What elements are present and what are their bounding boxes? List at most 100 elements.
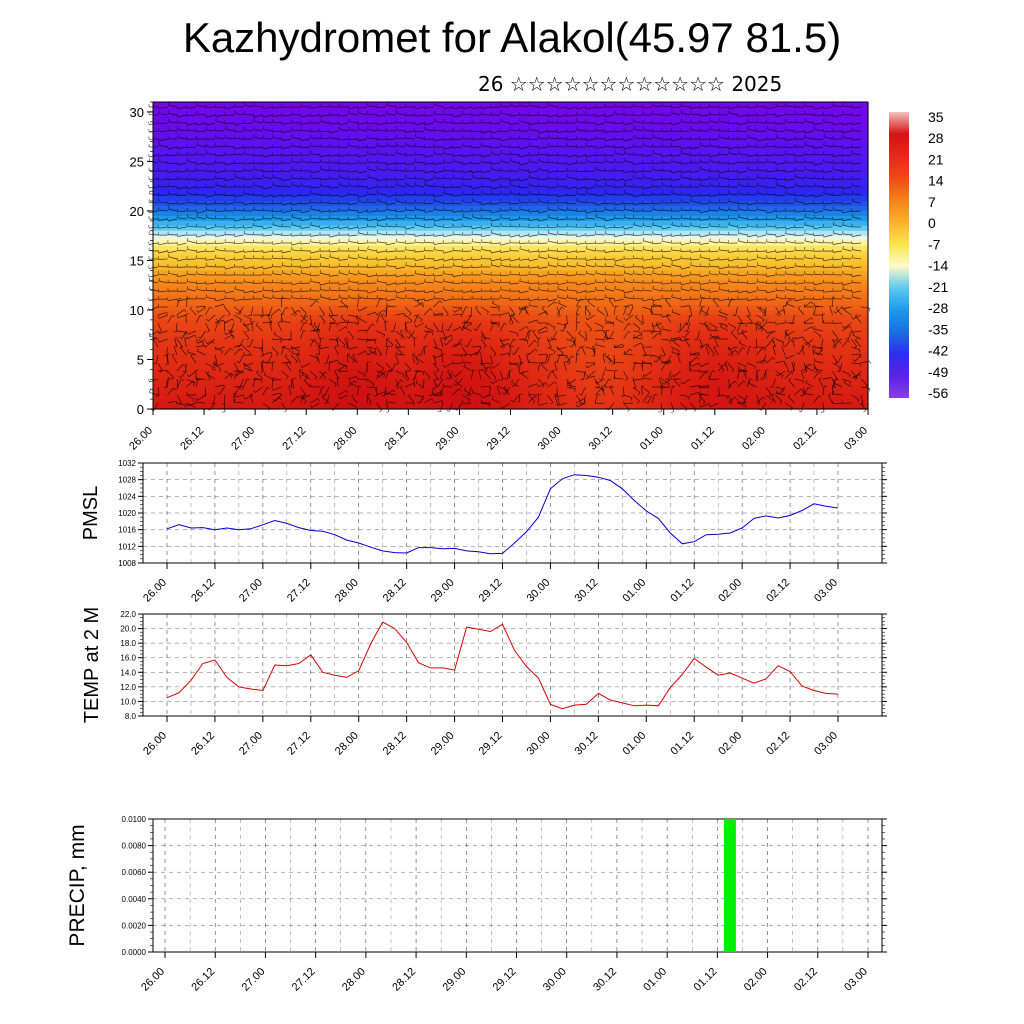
heatmap-cell xyxy=(185,230,193,237)
heatmap-cell xyxy=(471,166,479,172)
heatmap-cell xyxy=(400,285,408,291)
heatmap-cell xyxy=(471,305,479,311)
heatmap-cell xyxy=(465,210,473,217)
heatmap-cell xyxy=(608,369,616,375)
heatmap-cell xyxy=(309,250,317,257)
heatmap-cell xyxy=(270,230,278,237)
heatmap-cell xyxy=(504,295,512,301)
heatmap-cell xyxy=(660,334,668,341)
heatmap-cell xyxy=(640,394,648,400)
heatmap-cell xyxy=(452,359,460,366)
heatmap-cell xyxy=(666,215,674,222)
heatmap-cell xyxy=(257,379,265,385)
heatmap-cell xyxy=(614,334,622,341)
heatmap-cell xyxy=(523,225,531,232)
heatmap-cell xyxy=(640,131,648,138)
heatmap-cell xyxy=(244,161,252,167)
heatmap-cell xyxy=(224,255,232,262)
heatmap-cell xyxy=(523,186,531,192)
heatmap-cell xyxy=(601,161,609,167)
heatmap-cell xyxy=(198,181,206,187)
heatmap-cell xyxy=(510,166,518,172)
heatmap-cell xyxy=(504,166,512,172)
heatmap-cell xyxy=(536,309,544,316)
heatmap-cell xyxy=(575,374,583,380)
heatmap-cell xyxy=(504,116,512,123)
heatmap-cell xyxy=(452,102,460,108)
heatmap-cell xyxy=(309,235,317,242)
heatmap-cell xyxy=(601,295,609,301)
heatmap-cell xyxy=(523,349,531,356)
heatmap-cell xyxy=(549,349,557,356)
heatmap-cell xyxy=(439,220,447,227)
heatmap-cell xyxy=(484,225,492,232)
heatmap-cell xyxy=(153,250,161,257)
heatmap-cell xyxy=(491,146,499,153)
heatmap-cell xyxy=(543,319,551,326)
heatmap-cell xyxy=(198,344,206,351)
heatmap-cell xyxy=(484,379,492,385)
heatmap-cell xyxy=(549,205,557,212)
heatmap-cell xyxy=(419,235,427,242)
heatmap-cell xyxy=(250,389,258,395)
heatmap-cell xyxy=(497,210,505,217)
heatmap-cell xyxy=(406,102,414,108)
heatmap-cell xyxy=(465,344,473,351)
heatmap-cell xyxy=(536,364,544,370)
heatmap-cell xyxy=(458,359,466,366)
heatmap-cell xyxy=(257,166,265,172)
heatmap-cell xyxy=(192,250,200,257)
heatmap-cell xyxy=(549,215,557,222)
heatmap-cell xyxy=(601,359,609,366)
heatmap-cell xyxy=(335,215,343,222)
heatmap-cell xyxy=(471,210,479,217)
heatmap-cell xyxy=(562,319,570,326)
heatmap-cell xyxy=(380,255,388,262)
heatmap-cell xyxy=(471,300,479,306)
heatmap-cell xyxy=(582,116,590,123)
heatmap-cell xyxy=(302,111,310,118)
heatmap-cell xyxy=(387,379,395,385)
heatmap-cell xyxy=(387,166,395,172)
heatmap-cell xyxy=(432,280,440,286)
heatmap-cell xyxy=(289,146,297,153)
heatmap-cell xyxy=(588,171,596,177)
heatmap-cell xyxy=(302,186,310,192)
heatmap-cell xyxy=(205,349,213,356)
heatmap-cell xyxy=(276,196,284,202)
heatmap-cell xyxy=(159,220,167,227)
heatmap-cell xyxy=(601,280,609,286)
heatmap-cell xyxy=(452,319,460,326)
heatmap-cell xyxy=(205,334,213,341)
heatmap-cell xyxy=(478,196,486,202)
heatmap-cell xyxy=(556,384,564,390)
heatmap-cell xyxy=(328,171,336,177)
heatmap-cell xyxy=(244,245,252,252)
heatmap-cell xyxy=(309,329,317,336)
heatmap-cell xyxy=(400,384,408,390)
heatmap-cell xyxy=(406,111,414,118)
heatmap-cell xyxy=(224,394,232,400)
heatmap-cell xyxy=(504,235,512,242)
heatmap-cell xyxy=(341,240,349,247)
heatmap-cell xyxy=(582,102,590,108)
heatmap-cell xyxy=(237,245,245,252)
heatmap-cell xyxy=(393,295,401,301)
heatmap-cell xyxy=(549,126,557,133)
heatmap-cell xyxy=(653,344,661,351)
heatmap-cell xyxy=(556,364,564,370)
heatmap-cell xyxy=(263,111,271,118)
heatmap-cell xyxy=(224,156,232,163)
heatmap-cell xyxy=(380,270,388,276)
heatmap-cell xyxy=(556,102,564,108)
heatmap-cell xyxy=(328,399,336,405)
heatmap-cell xyxy=(608,121,616,128)
heatmap-cell xyxy=(530,369,538,375)
heatmap-cell xyxy=(250,240,258,247)
heatmap-cell xyxy=(244,141,252,148)
heatmap-cell xyxy=(393,349,401,356)
heatmap-cell xyxy=(517,344,525,351)
heatmap-cell xyxy=(400,156,408,163)
heatmap-cell xyxy=(432,260,440,266)
heatmap-cell xyxy=(283,191,291,197)
